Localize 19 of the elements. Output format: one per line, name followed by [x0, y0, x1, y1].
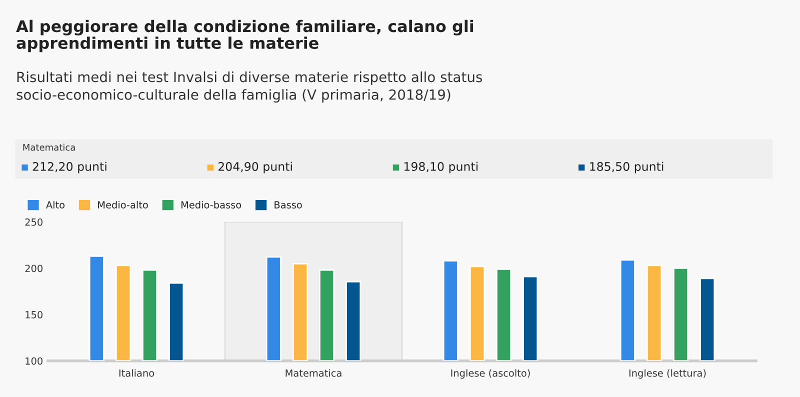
legend-label: Medio-basso	[181, 200, 242, 209]
text: 212,20 punti	[32, 162, 106, 174]
x-tick-label: Matematica	[286, 369, 342, 377]
text: Matematica	[23, 144, 75, 151]
y-tick-label: 250	[25, 218, 42, 226]
x-tick-label: Inglese (ascolto)	[451, 369, 530, 379]
text: 204,90 punti	[218, 162, 292, 174]
legend-label: Basso	[274, 201, 302, 209]
legend-label: Medio-alto	[98, 200, 148, 209]
legend-label: Alto	[46, 200, 65, 209]
text: 185,50 punti	[590, 162, 664, 174]
y-tick-label: 100	[26, 357, 42, 365]
chart-subtitle: Risultati medi nei test Invalsi di diverse materie rispetto allo status socio-economico-culturale della famiglia (V primaria, 2018/19)	[16, 71, 482, 103]
y-tick-label: 200	[25, 264, 42, 272]
text: 198,10 punti	[404, 162, 478, 174]
chart-title: Al peggiorare della condizione familiare, calano gli apprendimenti in tutte le materie	[16, 20, 474, 52]
x-tick-label: Inglese (lettura)	[629, 369, 706, 379]
x-tick-label: Italiano	[119, 369, 154, 377]
y-tick-label: 150	[26, 311, 42, 318]
